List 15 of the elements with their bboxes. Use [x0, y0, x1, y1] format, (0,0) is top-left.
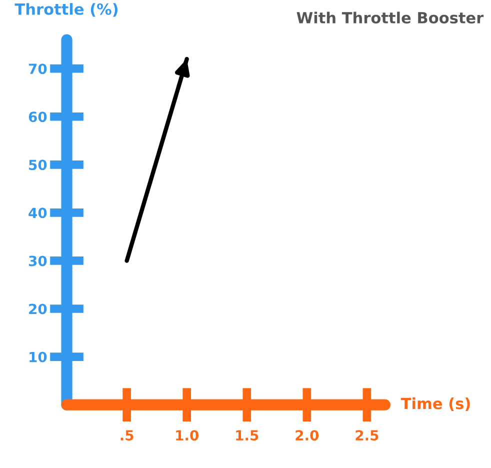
- y-tick-label: 40: [28, 208, 47, 218]
- x-tick-label: 2.5: [356, 430, 378, 441]
- y-tick-label: 30: [28, 256, 47, 266]
- y-tick-label: 10: [30, 352, 47, 362]
- y-tick-label: 20: [29, 304, 47, 314]
- y-tick-label: 70: [28, 64, 47, 74]
- x-tick-label: 2.0: [296, 430, 319, 441]
- y-tick-label: 50: [29, 160, 47, 170]
- y-axis-title: Throttle (%): [14, 3, 118, 17]
- y-tick-label: 60: [28, 112, 47, 122]
- x-tick-label: .5: [120, 430, 134, 441]
- x-tick-label: 1.0: [176, 430, 198, 441]
- x-axis-title: Time (s): [400, 397, 470, 412]
- x-tick-label: 1.5: [236, 430, 258, 441]
- chart-title: With Throttle Booster: [296, 12, 484, 24]
